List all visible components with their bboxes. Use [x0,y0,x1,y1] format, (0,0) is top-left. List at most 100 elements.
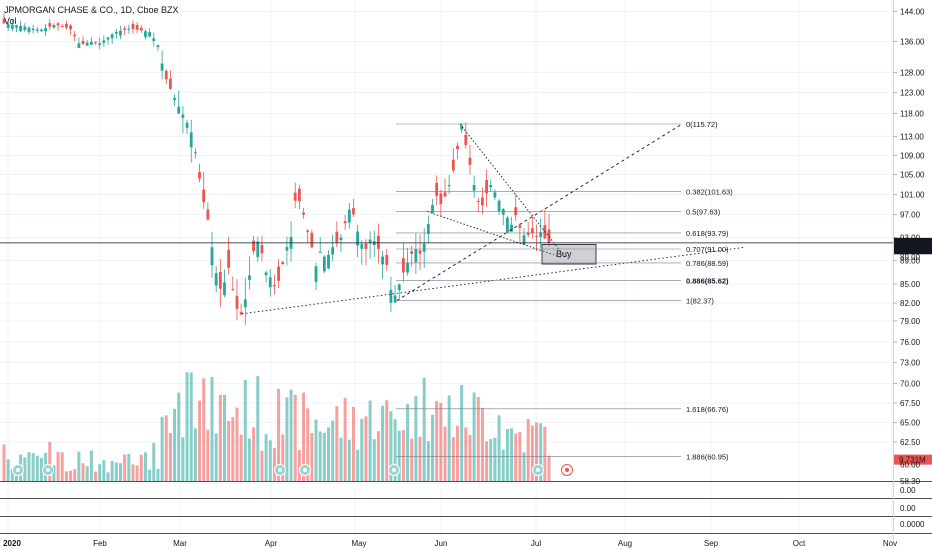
candle-body [339,237,343,241]
candle-body [426,223,430,235]
volume-bar [451,437,455,481]
symbol-title: JPMORGAN CHASE & CO., 1D, Cboe BZX [4,5,179,15]
candle-body [418,250,422,254]
candle-body [377,235,380,249]
volume-bar [468,434,472,481]
volume-bar [131,464,135,481]
volume-bar [381,405,385,481]
volume-bar [472,392,476,481]
volume-bar [60,452,64,481]
candle-body [148,32,152,37]
volume-bar [385,400,389,481]
volume-bar [314,419,318,481]
volume-bar [360,418,364,481]
candle-body [19,25,23,32]
candle-body [60,26,64,28]
candle-body [210,247,214,266]
candle-body [331,247,335,255]
volume-bar [148,469,152,481]
volume-bar [73,469,77,481]
candle-body [252,240,256,252]
price-tick-label: 113.00 [900,133,924,142]
candle-body [181,114,185,118]
price-axis-label: 89.00 [900,253,921,262]
candle-body [439,193,443,205]
candle-body [356,231,360,246]
volume-bar [69,470,73,481]
candle-body [297,188,301,202]
marker-center [46,468,50,472]
candle-body [110,34,114,39]
volume-bar [439,402,443,481]
volume-bar [98,464,102,481]
buy-zone-label: Buy [556,249,572,259]
wedge-lower-line [426,211,563,259]
candle-body [285,246,289,251]
candle-body [539,232,543,237]
volume-bar [351,406,355,481]
volume-bar [31,453,35,481]
marker-center [536,468,540,472]
candle-body [497,200,501,212]
wedge-upper-line [459,123,566,258]
price-tick-label: 128.00 [900,69,925,78]
candle-body [393,295,397,303]
time-axis-label: Jul [531,539,541,548]
volume-bars [2,372,551,481]
candle-body [327,254,330,269]
volume-bar [85,466,89,481]
volume-bar [522,452,526,481]
candle-body [314,266,318,282]
candle-body [352,208,355,215]
candle-body [65,23,68,28]
candle-body [231,288,235,290]
fib-level-label: 0.786(88.59) [686,259,729,268]
volume-bar [177,392,181,481]
candle-body [501,208,505,215]
volume-bar [410,438,414,481]
candle-body [397,284,401,291]
volume-bar [127,453,131,481]
volume-bar [110,460,114,481]
volume-bar [510,428,514,481]
candle-body [248,275,251,280]
candle-body [235,296,239,309]
candle-body [368,239,372,243]
volume-bar [173,408,177,481]
candle-body [173,97,176,100]
candle-body [35,29,39,31]
time-axis-label: Aug [618,539,632,548]
candle-body [206,209,210,220]
price-tick-label: 101.00 [900,191,925,200]
candle-body [169,78,172,89]
candlestick-series [2,13,551,325]
price-tick-label: 67.50 [900,399,921,408]
candle-body [268,277,272,288]
candle-body [123,28,127,30]
candle-body [518,225,522,228]
candle-body [227,249,231,268]
candle-body [451,159,455,171]
candle-body [114,31,118,34]
volume-bar [426,441,430,481]
candle-body [493,192,497,198]
volume-bar [343,397,347,481]
price-tick-label: 76.00 [900,338,921,347]
candle-body [335,231,339,243]
earnings-marker-icon [561,464,573,476]
volume-bar [356,449,360,481]
volume-bar [460,384,464,481]
volume-bar [189,372,193,481]
candle-body [410,251,414,254]
candle-body [243,299,247,308]
candle-body [31,28,35,31]
volume-bar [431,414,435,481]
candle-body [414,249,418,263]
price-tick-label: 82.00 [900,299,921,308]
candle-body [343,221,347,224]
price-badge-label: 9.731M [899,456,926,465]
volume-bar [281,434,285,481]
candle-body [481,197,484,206]
volume-bar [10,468,14,481]
